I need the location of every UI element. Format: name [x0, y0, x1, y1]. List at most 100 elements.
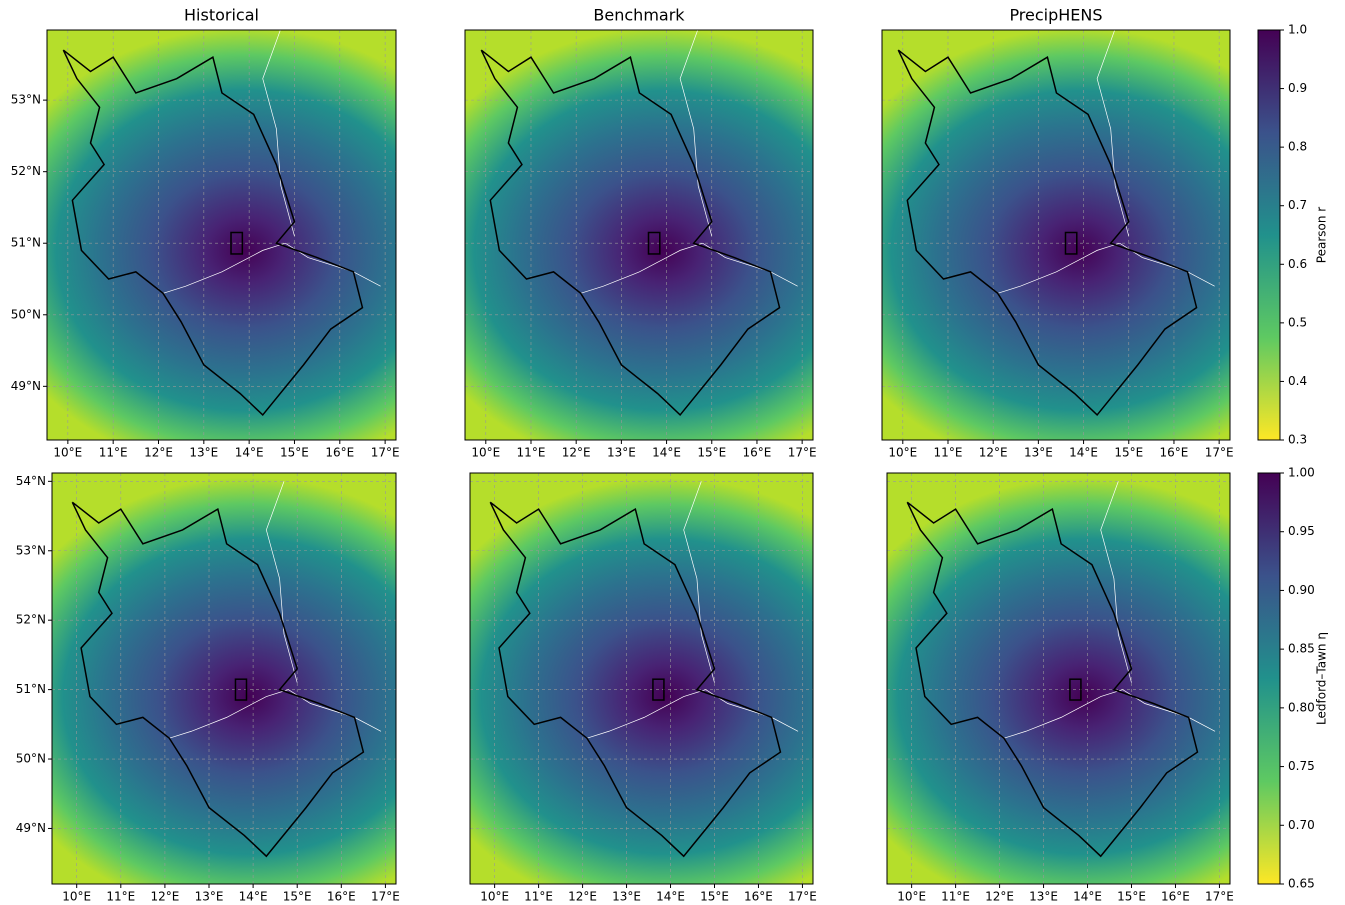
country-border	[1096, 28, 1130, 237]
colorbar-tick-label: 0.80	[1288, 700, 1315, 714]
colorbar-tick-label: 0.95	[1288, 524, 1315, 538]
panel-title: PrecipHENS	[1009, 6, 1102, 25]
colorbar-tick-label: 0.65	[1288, 877, 1315, 891]
x-tick-label: 10°E	[53, 446, 82, 460]
panel-frame	[469, 472, 814, 885]
colorbar-tick-label: 0.4	[1288, 374, 1307, 388]
heatmap-field	[470, 473, 813, 884]
x-tick-label: 15°E	[1117, 890, 1146, 904]
y-tick-label: 49°N	[11, 379, 41, 393]
x-tick-label: 14°E	[1069, 446, 1098, 460]
y-tick-label: 50°N	[16, 752, 46, 766]
x-tick-label: 11°E	[524, 890, 553, 904]
x-tick-label: 16°E	[1160, 446, 1189, 460]
y-tick-label: 49°N	[16, 821, 46, 835]
colorbar-tick-label: 1.0	[1288, 23, 1307, 37]
target-box	[234, 678, 248, 701]
x-tick-label: 10°E	[888, 446, 917, 460]
heatmap-field	[52, 473, 396, 884]
x-tick-label: 17°E	[788, 446, 817, 460]
x-tick-label: 11°E	[99, 446, 128, 460]
panel-title: Historical	[184, 6, 259, 25]
x-tick-label: 16°E	[325, 446, 354, 460]
x-tick-label: 17°E	[371, 446, 400, 460]
panel-frame	[881, 29, 1231, 441]
x-tick-label: 15°E	[700, 890, 729, 904]
x-tick-label: 11°E	[106, 890, 135, 904]
target-box	[1069, 678, 1082, 701]
x-tick-label: 16°E	[1161, 890, 1190, 904]
x-tick-label: 14°E	[239, 890, 268, 904]
x-tick-label: 12°E	[150, 890, 179, 904]
x-tick-label: 17°E	[1205, 446, 1234, 460]
colorbar-tick-label: 0.90	[1288, 583, 1315, 597]
x-tick-label: 12°E	[979, 446, 1008, 460]
x-tick-label: 10°E	[471, 446, 500, 460]
y-tick-label: 51°N	[11, 236, 41, 250]
x-tick-label: 16°E	[743, 446, 772, 460]
heatmap-field	[887, 473, 1230, 884]
x-tick-label: 13°E	[1029, 890, 1058, 904]
y-tick-label: 53°N	[11, 93, 41, 107]
panel-frame	[886, 472, 1231, 885]
basin-outline	[489, 501, 782, 858]
y-tick-label: 52°N	[16, 613, 46, 627]
x-tick-label: 17°E	[788, 890, 817, 904]
heatmap-field	[465, 30, 813, 440]
basin-outline	[62, 49, 364, 417]
colorbar-tick-label: 0.9	[1288, 81, 1307, 95]
x-tick-label: 12°E	[562, 446, 591, 460]
y-tick-label: 52°N	[11, 164, 41, 178]
heatmap-field	[882, 30, 1230, 440]
target-box	[652, 678, 665, 701]
colorbar-tick-label: 0.6	[1288, 257, 1307, 271]
x-tick-label: 15°E	[283, 890, 312, 904]
x-tick-label: 10°E	[897, 890, 926, 904]
panel-frame	[46, 29, 397, 441]
basin-outline	[897, 49, 1198, 417]
x-tick-label: 15°E	[1114, 446, 1143, 460]
colorbar-tick-label: 0.70	[1288, 818, 1315, 832]
x-tick-label: 12°E	[985, 890, 1014, 904]
country-border	[1100, 481, 1132, 683]
colorbar-tick-label: 0.75	[1288, 759, 1315, 773]
colorbar-tick-label: 0.8	[1288, 140, 1307, 154]
x-tick-label: 13°E	[189, 446, 218, 460]
x-tick-label: 13°E	[607, 446, 636, 460]
target-box	[230, 231, 244, 255]
x-tick-label: 13°E	[1024, 446, 1053, 460]
country-border	[683, 481, 715, 683]
x-tick-label: 13°E	[612, 890, 641, 904]
colorbar-label: Ledford–Tawn η	[1315, 632, 1329, 725]
panel-frame	[464, 29, 814, 441]
country-border	[679, 28, 713, 237]
colorbar	[1257, 472, 1281, 885]
colorbar-tick-label: 0.5	[1288, 315, 1307, 329]
x-tick-label: 11°E	[941, 890, 970, 904]
x-tick-label: 13°E	[195, 890, 224, 904]
x-tick-label: 15°E	[697, 446, 726, 460]
y-tick-label: 51°N	[16, 682, 46, 696]
x-tick-label: 12°E	[144, 446, 173, 460]
colorbar	[1257, 29, 1281, 441]
y-tick-label: 53°N	[16, 543, 46, 557]
x-tick-label: 14°E	[1073, 890, 1102, 904]
heatmap-field	[47, 30, 396, 440]
panel-title: Benchmark	[593, 6, 685, 25]
x-tick-label: 15°E	[280, 446, 309, 460]
x-tick-label: 16°E	[744, 890, 773, 904]
country-border	[265, 481, 298, 683]
basin-outline	[71, 501, 365, 858]
x-tick-label: 14°E	[656, 890, 685, 904]
country-border	[262, 28, 295, 237]
x-tick-label: 10°E	[480, 890, 509, 904]
basin-outline	[906, 501, 1199, 858]
colorbar-tick-label: 0.7	[1288, 198, 1307, 212]
colorbar-label: Pearson r	[1315, 207, 1329, 263]
colorbar-tick-label: 1.00	[1288, 466, 1315, 480]
y-tick-label: 50°N	[11, 307, 41, 321]
x-tick-label: 12°E	[568, 890, 597, 904]
x-tick-label: 16°E	[327, 890, 356, 904]
panel-frame	[51, 472, 397, 885]
